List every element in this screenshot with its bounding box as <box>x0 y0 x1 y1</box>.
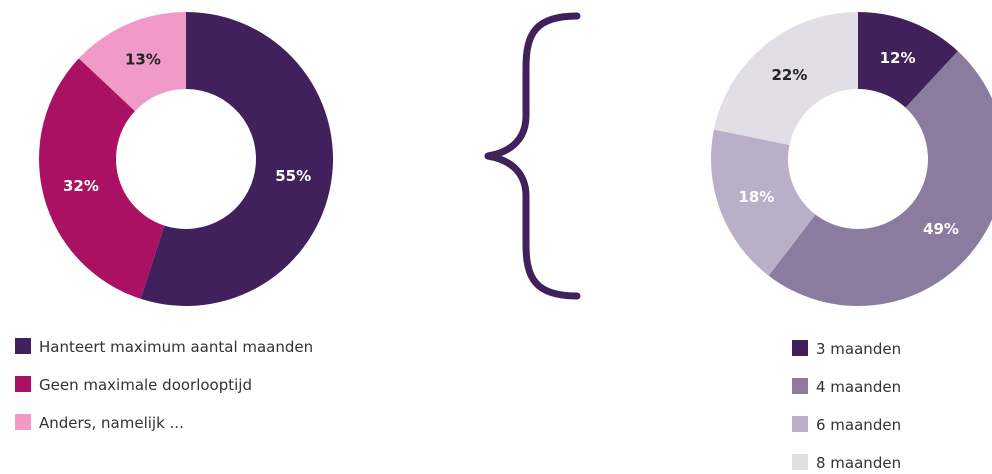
legend-label: Geen maximale doorlooptijd <box>39 376 252 394</box>
legend-swatch <box>15 414 31 430</box>
slice-value-label: 18% <box>738 188 774 206</box>
legend-label: 6 maanden <box>816 416 901 434</box>
slice-value-label: 12% <box>880 49 916 67</box>
donut-slice-0-1 <box>38 58 165 299</box>
donut-slice-0-0 <box>140 12 334 306</box>
legend-label: 4 maanden <box>816 378 901 396</box>
donut-slice-1-2 <box>711 129 816 276</box>
donut-slice-1-0 <box>858 12 958 108</box>
donut-slice-0-2 <box>78 12 186 112</box>
slice-value-label: 13% <box>125 50 161 68</box>
legend-swatch <box>792 378 808 394</box>
legend-doorlooptijd: Hanteert maximum aantal maanden Geen maxi… <box>15 338 313 432</box>
donut-slice-1-3 <box>713 12 858 145</box>
curly-brace-icon <box>484 12 581 300</box>
legend-label: Anders, namelijk ... <box>39 414 184 432</box>
donut-chart-doorlooptijd: 55% 32% 13% <box>38 12 334 306</box>
legend-label: 8 maanden <box>816 454 901 472</box>
legend-swatch <box>15 338 31 354</box>
legend-maanden: 3 maanden 4 maanden 6 maanden 8 maanden <box>792 340 901 472</box>
legend-label: 3 maanden <box>816 340 901 358</box>
slice-value-label: 49% <box>923 220 959 238</box>
legend-swatch <box>792 340 808 356</box>
slice-value-label: 55% <box>275 167 311 185</box>
legend-swatch <box>792 416 808 432</box>
donut-chart-maanden: 12% 49% 18% 22% <box>711 12 992 306</box>
legend-swatch <box>792 454 808 470</box>
legend-swatch <box>15 376 31 392</box>
slice-value-label: 32% <box>63 177 99 195</box>
legend-label: Hanteert maximum aantal maanden <box>39 338 313 356</box>
donut-slice-1-1 <box>768 51 992 306</box>
slice-value-label: 22% <box>771 66 807 84</box>
